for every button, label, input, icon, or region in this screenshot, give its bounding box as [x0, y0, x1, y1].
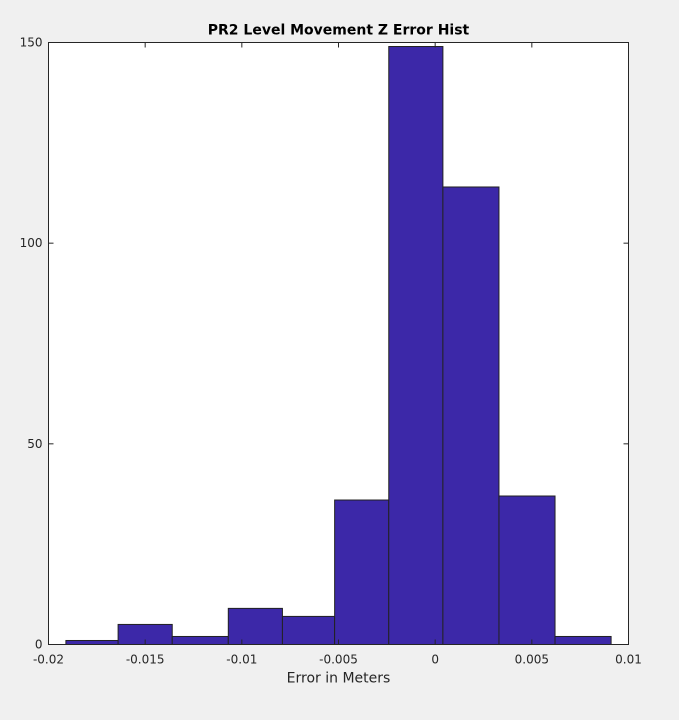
y-tick-label: 50 — [27, 437, 42, 451]
y-tick-label: 0 — [35, 638, 43, 652]
histogram-bar-4 — [281, 615, 336, 646]
y-axis-ticks: 0 50 100 150 — [20, 36, 629, 652]
histogram-bar-6 — [388, 46, 444, 646]
bars-group — [65, 46, 612, 646]
y-tick-label: 150 — [20, 36, 43, 50]
histogram-bar-9 — [554, 635, 612, 645]
histogram-bar-8 — [498, 495, 556, 645]
histogram-bar-7 — [442, 186, 500, 645]
histogram-bar-0 — [65, 639, 119, 646]
x-axis-ticks: -0.02 -0.015 -0.01 -0.005 0 0.005 0.01 — [33, 42, 642, 667]
histogram-bar-3 — [227, 607, 283, 646]
x-tick-label: -0.01 — [226, 653, 257, 667]
x-tick-label: -0.02 — [33, 653, 64, 667]
histogram-bar-2 — [171, 635, 229, 645]
x-tick-label: 0.005 — [515, 653, 549, 667]
chart-title: PR2 Level Movement Z Error Hist — [208, 23, 470, 39]
x-axis-label: Error in Meters — [287, 671, 391, 687]
x-tick-label: -0.005 — [319, 653, 358, 667]
histogram-bar-5 — [334, 499, 390, 645]
y-tick-label: 100 — [20, 236, 43, 250]
x-tick-label: 0.01 — [615, 653, 642, 667]
x-tick-label: -0.015 — [126, 653, 165, 667]
x-tick-label: 0 — [431, 653, 439, 667]
